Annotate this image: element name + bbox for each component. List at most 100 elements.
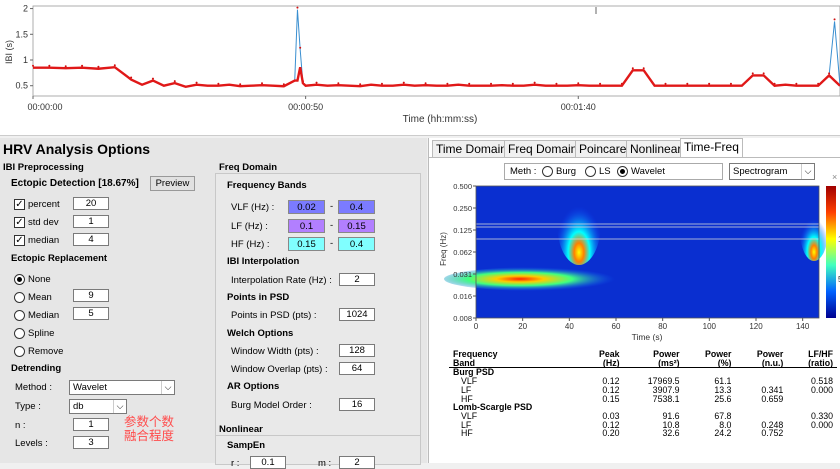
- method-value: Wavelet: [73, 382, 107, 393]
- ibi-interpolation-heading: IBI Interpolation: [227, 256, 300, 267]
- table-cell: HF: [461, 393, 473, 404]
- table-cell: [787, 429, 837, 438]
- stddev-input[interactable]: 1: [73, 215, 109, 228]
- hf-high-input[interactable]: 0.4: [338, 237, 375, 251]
- levels-label: Levels :: [15, 438, 48, 449]
- median-replace-input[interactable]: 5: [73, 307, 109, 320]
- table-cell: 61.1: [714, 376, 732, 387]
- n-input[interactable]: 1: [73, 418, 109, 431]
- colorbar: [826, 186, 836, 318]
- points-psd-heading: Points in PSD: [227, 292, 290, 303]
- type-select[interactable]: db ⌵: [69, 399, 127, 414]
- ibi-xlabel: Time (hh:mm:ss): [403, 114, 478, 125]
- ibi-ylabel: IBI (s): [4, 40, 14, 64]
- ls-radio[interactable]: [585, 166, 596, 177]
- tf-ytick-label: 0.125: [453, 226, 472, 235]
- colorbar-label-5: 5: [838, 275, 840, 284]
- ibi-ytick-label: 0.5: [15, 81, 28, 91]
- n-label: n :: [15, 420, 26, 431]
- table-cell: 25.6: [714, 393, 732, 404]
- table-cell: 13.3: [714, 384, 732, 395]
- tab-poincare[interactable]: Poincare: [575, 140, 631, 157]
- ibi-ectopic-point: [511, 82, 514, 85]
- ibi-ectopic-point: [686, 82, 689, 85]
- wavelet-radio[interactable]: [617, 166, 628, 177]
- hf-low-input[interactable]: 0.15: [288, 237, 325, 251]
- median-replace-radio[interactable]: [14, 310, 25, 321]
- tab-time-freq[interactable]: Time-Freq: [680, 138, 743, 157]
- vlf-low-input[interactable]: 0.02: [288, 200, 325, 214]
- table-cell: 0.03: [602, 410, 620, 421]
- levels-input[interactable]: 3: [73, 436, 109, 449]
- preview-button[interactable]: Preview: [150, 176, 195, 191]
- header-cell: (n.u.): [735, 358, 788, 369]
- mean-radio[interactable]: [14, 292, 25, 303]
- interp-rate-input[interactable]: 2: [339, 273, 375, 286]
- tf-xtick-label: 40: [565, 322, 574, 331]
- window-width-input[interactable]: 128: [339, 344, 375, 357]
- points-psd-input[interactable]: 1024: [339, 308, 375, 321]
- tf-xtick-label: 80: [658, 322, 667, 331]
- table-cell: 8.0: [719, 419, 732, 430]
- table-cell: 0.000: [810, 419, 833, 430]
- burg-radio[interactable]: [542, 166, 553, 177]
- tab-time-domain[interactable]: Time Domain: [432, 140, 511, 157]
- table-cell: 0.000: [810, 384, 833, 395]
- nonlinear-group: [215, 435, 421, 465]
- vlf-high-input[interactable]: 0.4: [338, 200, 375, 214]
- table-cell: 0.752: [761, 428, 784, 439]
- percent-checkbox[interactable]: ✓: [14, 199, 25, 210]
- ibi-ectopic-point: [195, 81, 198, 84]
- ibi-plot-area: [32, 5, 840, 97]
- none-radio[interactable]: [14, 274, 25, 285]
- tab-nonlinear[interactable]: Nonlinear: [626, 140, 686, 157]
- table-section-row: Burg PSD: [449, 368, 837, 377]
- ibi-ectopic-point: [315, 81, 318, 84]
- close-icon[interactable]: ×: [832, 172, 838, 182]
- tf-xtick-label: 20: [518, 322, 527, 331]
- view-value: Spectrogram: [733, 166, 788, 177]
- chevron-down-icon: ⌵: [801, 164, 814, 179]
- ibi-ytick-label: 2: [23, 4, 28, 14]
- ibi-ectopic-point: [32, 64, 34, 67]
- table-cell: 91.6: [662, 410, 680, 421]
- window-width-label: Window Width (pts) :: [231, 346, 319, 357]
- view-select[interactable]: Spectrogram ⌵: [729, 163, 815, 180]
- spline-radio[interactable]: [14, 328, 25, 339]
- ibi-ectopic-point: [173, 80, 176, 83]
- remove-radio[interactable]: [14, 346, 25, 357]
- header-cell: (ms²): [623, 358, 684, 369]
- table-cell: 3907.9: [652, 384, 680, 395]
- remove-label: Remove: [28, 346, 64, 357]
- window-overlap-input[interactable]: 64: [339, 362, 375, 375]
- stddev-checkbox[interactable]: ✓: [14, 217, 25, 228]
- meth-label: Meth :: [510, 166, 537, 177]
- ibi-ectopic-point: [261, 82, 264, 85]
- none-label: None: [28, 274, 51, 285]
- burg-label: Burg: [556, 166, 577, 177]
- table-cell: 10.8: [662, 419, 680, 430]
- ibi-ectopic-point: [113, 64, 116, 67]
- median-checkbox[interactable]: ✓: [14, 235, 25, 246]
- lf-label: LF (Hz) :: [231, 221, 268, 232]
- method-select[interactable]: Wavelet ⌵: [69, 380, 175, 395]
- r-label: r :: [231, 458, 240, 469]
- options-panel: HRV Analysis Options IBI Preprocessing E…: [0, 138, 427, 469]
- table-cell: 7538.1: [652, 393, 680, 404]
- ibi-ectopic-point: [239, 83, 242, 86]
- ectopic-replacement-heading: Ectopic Replacement: [11, 253, 108, 264]
- header-cell: Power: [756, 349, 784, 359]
- table-cell: 24.2: [714, 428, 732, 439]
- lf-low-input[interactable]: 0.1: [288, 219, 325, 233]
- table-cell: 0.15: [602, 393, 620, 404]
- lf-high-input[interactable]: 0.15: [338, 219, 375, 233]
- burg-order-input[interactable]: 16: [339, 398, 375, 411]
- mean-input[interactable]: 9: [73, 289, 109, 302]
- sampen-heading: SampEn: [227, 440, 266, 451]
- percent-input[interactable]: 20: [73, 197, 109, 210]
- header-cell: (Hz): [580, 358, 624, 369]
- table-cell: 17969.5: [647, 376, 680, 387]
- ibi-ectopic-point: [664, 82, 667, 85]
- tab-freq-domain[interactable]: Freq Domain: [504, 140, 582, 157]
- median-input[interactable]: 4: [73, 233, 109, 246]
